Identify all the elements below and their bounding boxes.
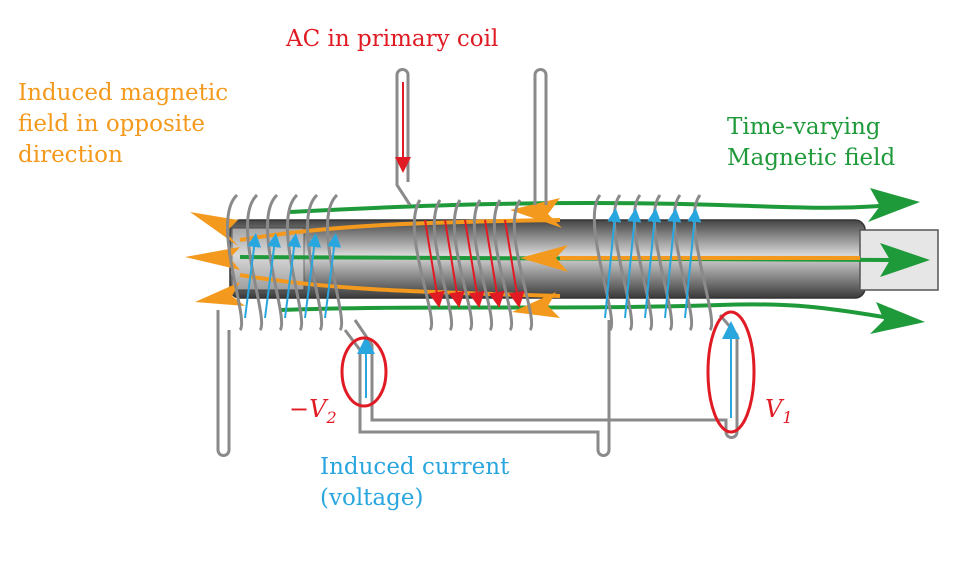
induced-field-line-3: direction xyxy=(18,142,123,168)
primary-coil-current-arrows xyxy=(424,219,525,308)
time-varying-line-2: Magnetic field xyxy=(727,145,896,171)
induced-field-arrowheads xyxy=(185,198,568,318)
primary-ac-label: AC in primary coil xyxy=(286,26,499,52)
primary-coil xyxy=(412,199,533,332)
induced-current-lead-arrows xyxy=(357,321,740,418)
time-varying-field-label: Time-varying Magnetic field xyxy=(727,112,895,174)
v1-subscript: 1 xyxy=(782,407,793,427)
voltage-markers xyxy=(340,310,756,434)
right-coil-current-arrows xyxy=(604,208,702,319)
v1-symbol: V xyxy=(765,395,783,423)
voltage-v1-label: V1 xyxy=(765,394,793,433)
time-varying-line-1: Time-varying xyxy=(727,114,881,140)
right-coil xyxy=(592,194,713,332)
induced-current-line-2: (voltage) xyxy=(320,485,424,511)
secondary-circuit-wires xyxy=(216,310,739,457)
voltage-v2-label: −V2 xyxy=(289,394,337,433)
induced-current-line-1: Induced current xyxy=(320,454,510,480)
induced-field-line-2: field in opposite xyxy=(18,111,205,137)
induced-field-label: Induced magnetic field in opposite direc… xyxy=(18,78,228,171)
time-varying-field-arrowheads xyxy=(868,188,930,334)
left-coil-current-arrows xyxy=(244,233,342,319)
v2-subscript: 2 xyxy=(326,407,337,427)
primary-lead-wires xyxy=(395,68,548,206)
v2-symbol: V xyxy=(309,395,327,423)
induced-field-line-1: Induced magnetic xyxy=(18,80,229,106)
v2-prefix: − xyxy=(289,395,310,423)
induced-current-label: Induced current (voltage) xyxy=(320,452,509,514)
